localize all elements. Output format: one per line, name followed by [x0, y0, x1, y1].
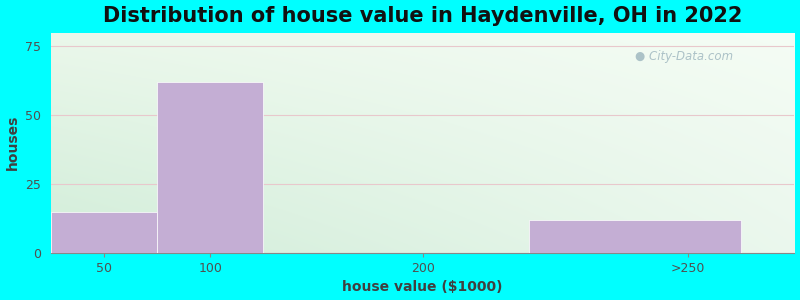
Bar	[529, 220, 742, 253]
Title: Distribution of house value in Haydenville, OH in 2022: Distribution of house value in Haydenvil…	[103, 6, 742, 26]
Text: ● City-Data.com: ● City-Data.com	[634, 50, 733, 63]
Bar	[51, 212, 157, 253]
Y-axis label: houses: houses	[6, 115, 19, 170]
X-axis label: house value ($1000): house value ($1000)	[342, 280, 503, 294]
Bar	[157, 82, 263, 253]
